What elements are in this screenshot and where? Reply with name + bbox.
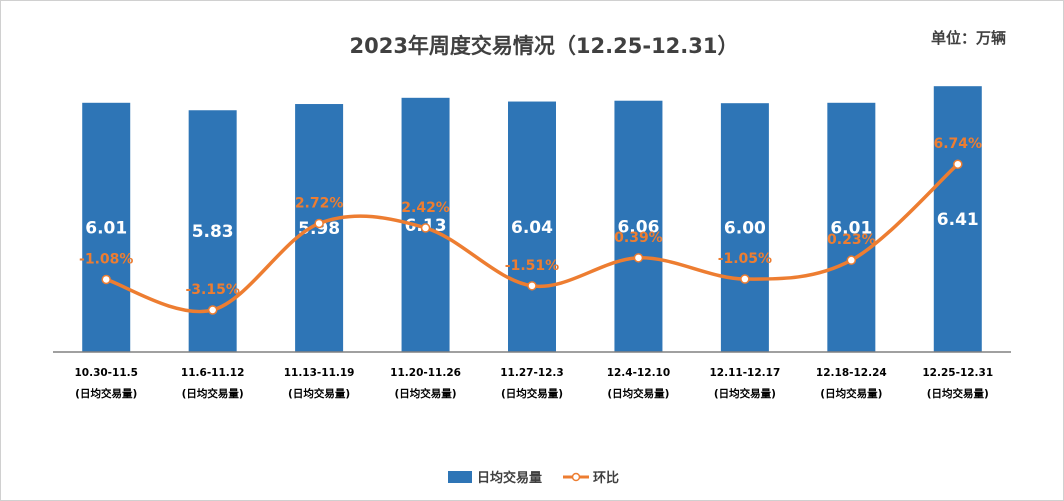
x-tick-label-8: 12.25-12.31	[922, 367, 993, 379]
x-tick-sublabel-2: (日均交易量)	[288, 387, 350, 400]
unit-label: 单位：万辆	[931, 29, 1006, 47]
line-value-label-2: 2.72%	[295, 195, 344, 211]
line-point-5	[633, 253, 644, 263]
x-tick-sublabel-3: (日均交易量)	[395, 387, 457, 400]
bar-value-label-1: 5.83	[192, 222, 234, 242]
line-point-8	[953, 159, 963, 169]
x-tick-sublabel-5: (日均交易量)	[607, 387, 669, 400]
line-value-label-4: -1.51%	[505, 258, 559, 274]
bar-8	[933, 86, 982, 352]
bar-value-label-0: 6.01	[85, 218, 127, 238]
x-tick-sublabel-4: (日均交易量)	[501, 387, 563, 400]
x-axis-labels: 10.30-11.5 (日均交易量) 11.6-11.12 (日均交易量) 11.13-…	[74, 367, 993, 400]
legend-bar-swatch	[448, 471, 472, 483]
bar-5	[614, 100, 663, 352]
bar-value-label-7: 6.01	[830, 218, 872, 238]
bar-value-label-5: 6.06	[617, 217, 659, 237]
legend: 日均交易量 环比	[448, 470, 619, 486]
bar-value-label-8: 6.41	[937, 210, 979, 230]
line-value-label-8: 6.74%	[933, 136, 982, 152]
x-tick-sublabel-6: (日均交易量)	[714, 387, 776, 400]
legend-bar-label: 日均交易量	[477, 470, 542, 486]
bar-7	[827, 102, 876, 352]
x-tick-sublabel-8: (日均交易量)	[927, 387, 989, 400]
x-tick-sublabel-7: (日均交易量)	[820, 387, 882, 400]
bar-4	[508, 101, 556, 352]
line-point-7	[846, 255, 857, 265]
line-value-label-0: -1.08%	[79, 251, 133, 267]
line-value-label-3: 2.42%	[401, 200, 450, 216]
line-layer: -1.08% -3.15% 2.72% 2.42% -1.51% 0.39% -1.05% 0…	[79, 136, 982, 315]
line-value-label-1: -3.15%	[185, 282, 239, 298]
line-point-6	[740, 274, 750, 284]
x-tick-sublabel-0: (日均交易量)	[75, 387, 137, 400]
x-tick-label-4: 11.27-12.3	[500, 367, 563, 379]
bar-6	[720, 103, 769, 352]
chart-title: 2023年周度交易情况（12.25-12.31）	[349, 34, 738, 58]
line-value-label-7: 0.23%	[827, 232, 876, 248]
line-point-4	[527, 281, 537, 291]
line-value-label-5: 0.39%	[614, 230, 663, 246]
x-tick-label-2: 11.13-11.19	[284, 367, 355, 379]
bar-value-label-4: 6.04	[511, 218, 553, 238]
legend-line-label: 环比	[593, 470, 619, 486]
x-tick-label-3: 11.20-11.26	[390, 367, 461, 379]
x-tick-label-1: 11.6-11.12	[181, 367, 244, 379]
bars-layer: 6.015.835.986.136.046.066.006.016.41	[82, 86, 982, 353]
line-point-2	[314, 218, 324, 229]
bar-value-label-2: 5.98	[298, 219, 340, 239]
legend-line-marker	[571, 472, 581, 482]
line-point-1	[207, 305, 218, 315]
x-tick-label-0: 10.30-11.5	[74, 367, 137, 379]
x-tick-label-7: 12.18-12.24	[816, 367, 887, 379]
x-tick-sublabel-1: (日均交易量)	[182, 387, 244, 400]
bar-value-label-6: 6.00	[724, 219, 766, 239]
line-value-label-6: -1.05%	[718, 251, 772, 267]
line-point-0	[101, 274, 111, 285]
bar-0	[82, 102, 131, 352]
x-tick-label-6: 12.11-12.17	[709, 367, 780, 379]
line-point-3	[420, 223, 431, 233]
x-tick-label-5: 12.4-12.10	[607, 367, 670, 379]
